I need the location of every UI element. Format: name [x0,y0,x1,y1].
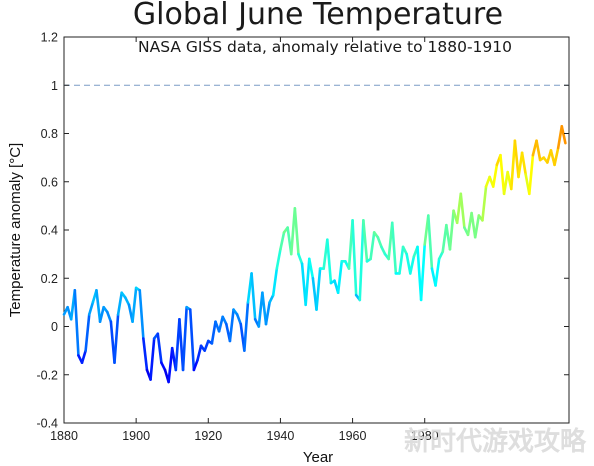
series-segment [196,344,203,362]
chart-title: Global June Temperature [133,0,503,32]
series-segment [473,214,481,239]
series-segment [221,315,228,326]
series-segment [95,289,102,323]
series-segment [376,235,383,249]
plot-frame [63,36,570,424]
series-segment [142,337,149,372]
series-segment [535,139,542,162]
y-tick-label: 0 [51,320,58,334]
series-segment [491,163,499,188]
series-segment [401,245,408,256]
y-tick-label: 0.8 [41,127,58,141]
series-segment [275,248,282,270]
series-segment [293,206,300,256]
y-axis-label: Temperature anomaly [°C] [7,143,24,317]
series-segment [448,209,455,251]
x-tick-label: 1920 [194,429,222,443]
series-segment [513,139,520,179]
series-segment [437,250,445,261]
series-segment [419,243,427,302]
series-segment [520,151,528,176]
series-segment [560,124,567,145]
series-segment [188,308,196,372]
series-segment [553,146,560,167]
series-segment [502,170,509,196]
series-segment [268,293,275,304]
x-tick-label: 1960 [339,429,367,443]
series-segment [297,252,304,266]
series-segment [235,313,243,326]
series-segment [203,339,210,352]
series-segment [380,245,387,256]
series-segment [124,296,131,307]
watermark: 新时代游戏攻略 [404,426,587,457]
series-segment [307,257,315,280]
series-segment [73,289,80,357]
series-segment [98,305,105,323]
series-segment [228,308,235,343]
x-tick-label: 1900 [122,429,150,443]
series-segment [80,349,87,364]
x-tick-label: 1880 [50,429,78,443]
series-segment [390,221,398,275]
series-segment [459,192,466,229]
series-segment [434,257,441,287]
series-segment [326,238,333,285]
series-segment [250,272,257,321]
series-segment [481,185,488,222]
series-segment [528,153,535,196]
series-segment [261,291,268,326]
series-segment [427,214,434,270]
series-segment [210,320,217,345]
series-segment [336,260,344,295]
series-segment [369,231,376,261]
series-segment [156,332,163,364]
series-segment [499,153,506,196]
y-tick-label: 0.4 [41,224,58,238]
series-segment [279,231,286,251]
series-segment [315,267,322,311]
y-tick-label: 0.6 [41,175,58,189]
x-tick-label: 1940 [267,429,295,443]
series-segment [192,358,199,372]
series-segment [408,255,416,275]
series-segment [167,346,174,384]
series-segment [509,139,517,191]
series-segment [181,305,188,372]
series-segment [131,286,138,323]
series-segment [358,219,365,302]
series-segment [556,124,564,150]
y-tick-label: 0.2 [41,272,58,286]
series-segment [398,245,405,275]
chart-subtitle: NASA GISS data, anomaly relative to 1880… [138,38,512,56]
series-segment [87,301,95,316]
series-segment [84,313,91,352]
series-segment [271,267,279,297]
series-segment [113,313,120,364]
series-segment [243,301,250,352]
y-tick-label: 1.2 [41,31,58,45]
series-segment [304,257,311,307]
x-axis-label: Year [303,449,333,466]
y-tick-label: -0.4 [36,417,58,431]
series-segment [160,361,167,372]
y-tick-label: 1 [51,79,58,93]
series-segment [217,315,225,333]
y-tick-label: -0.2 [36,368,58,382]
series-segment [362,219,369,263]
series-segment [351,219,358,297]
series-segment [138,289,145,340]
x-tick-label: 1980 [411,429,439,443]
series-segment [105,310,113,323]
series-segment [264,301,271,326]
series-segment [149,337,156,381]
series-segment [116,291,124,316]
